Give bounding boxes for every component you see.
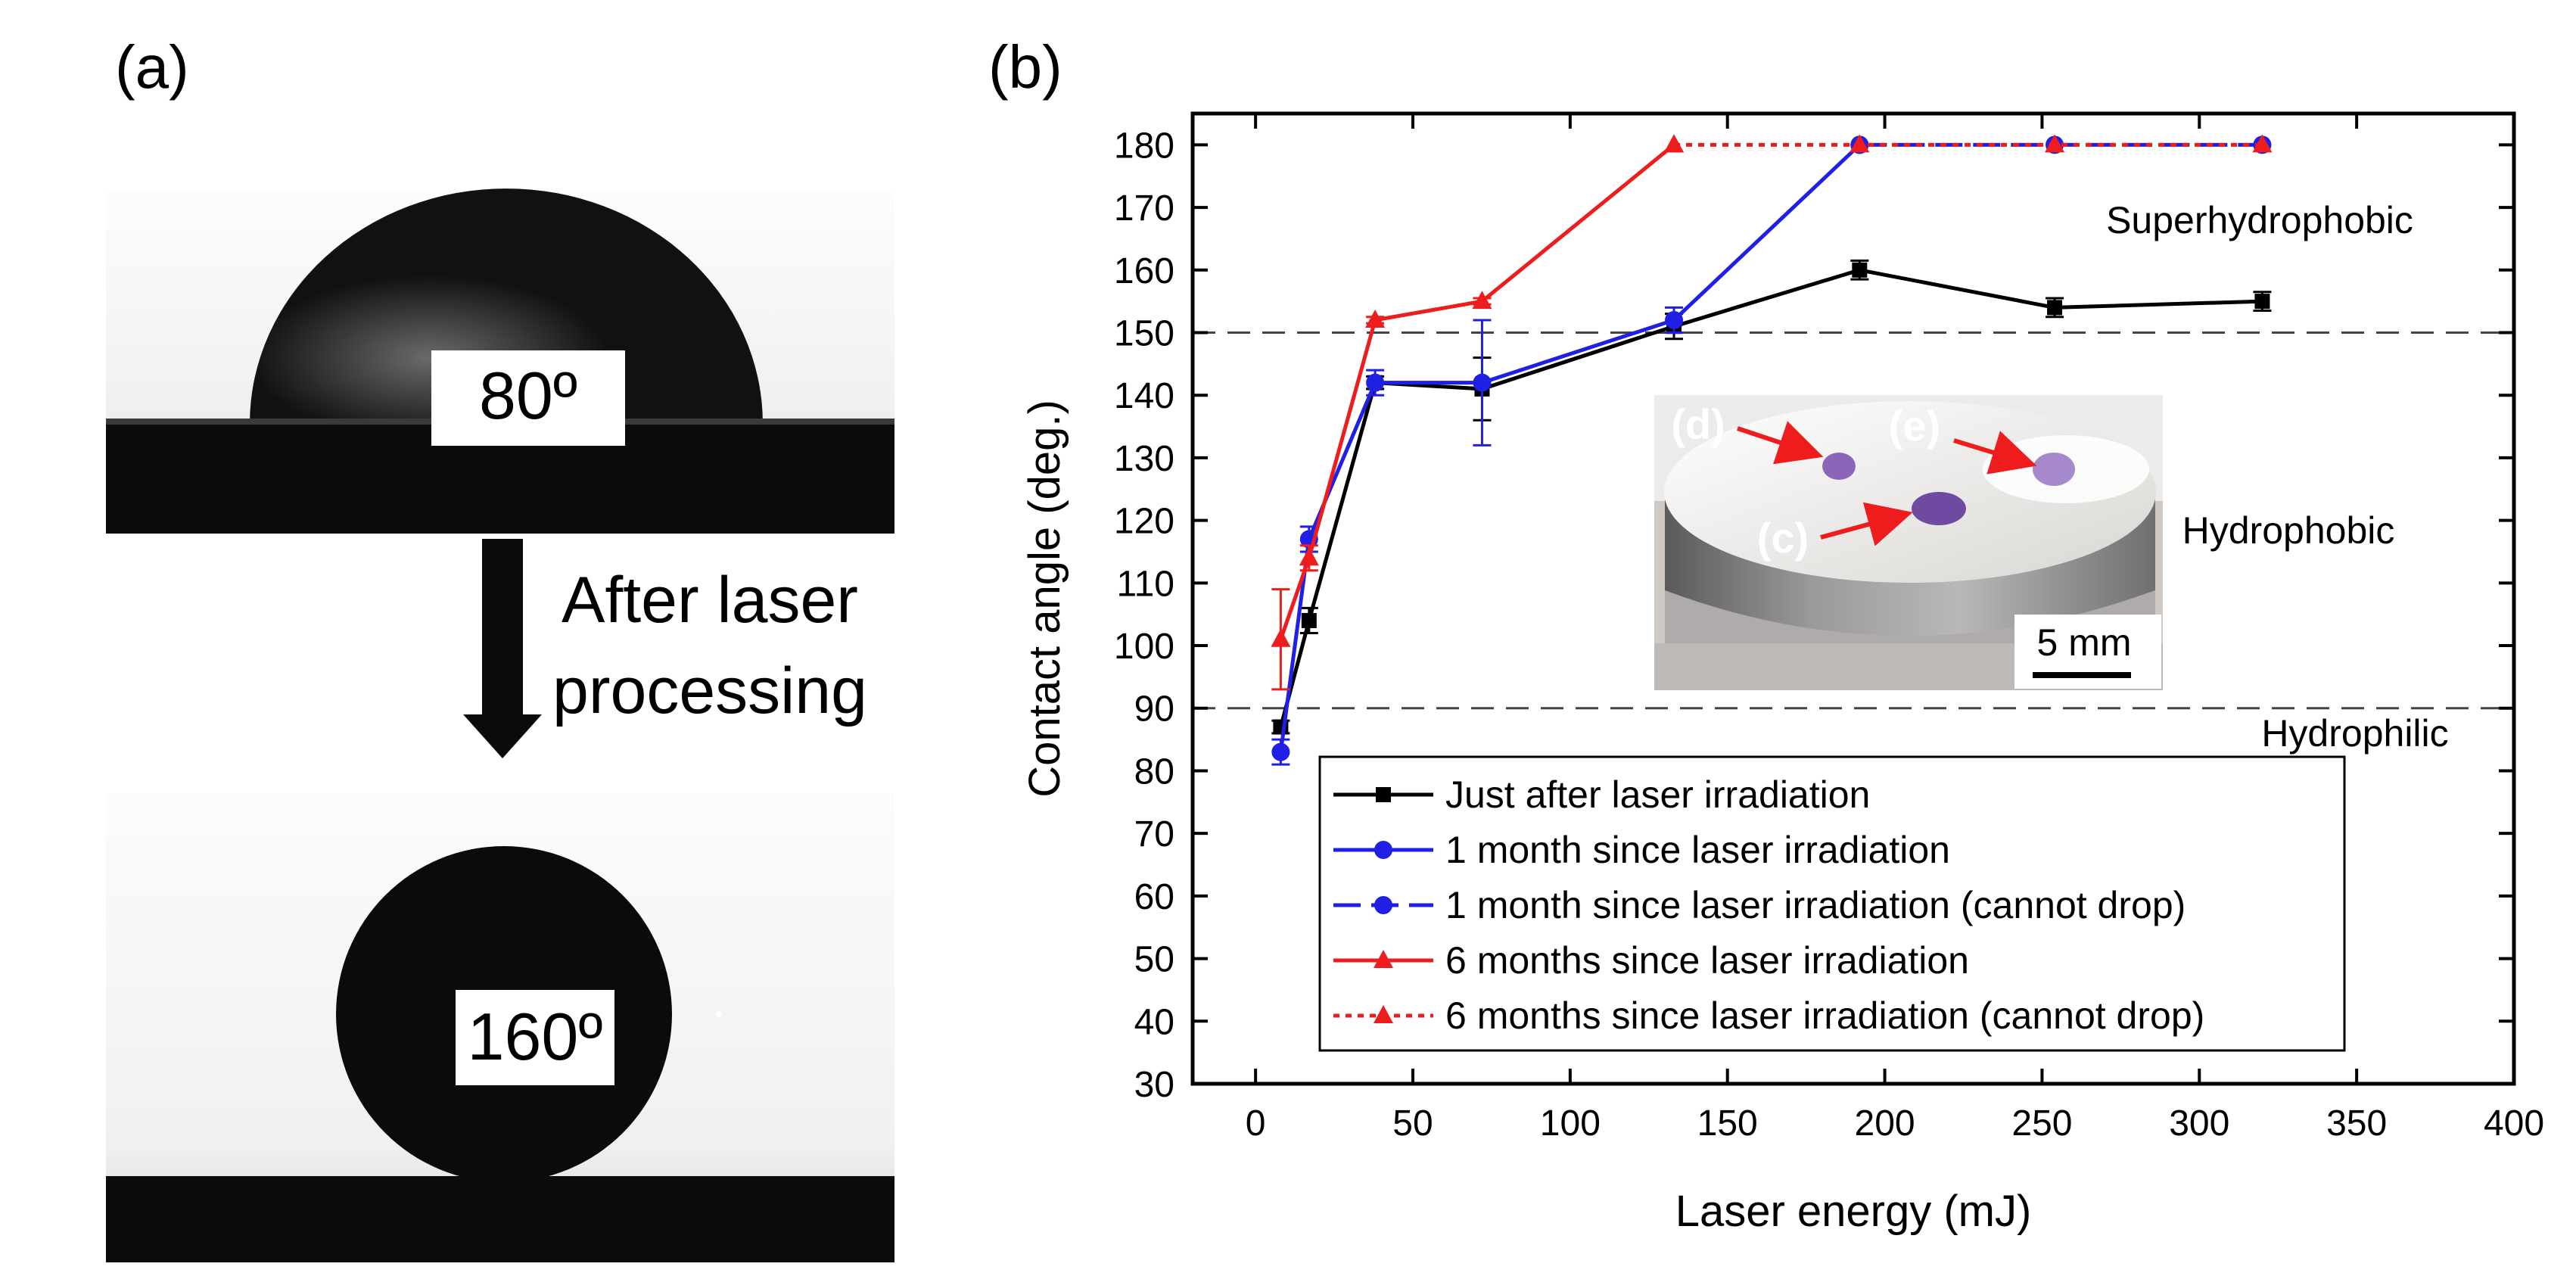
x-tick-label: 50 xyxy=(1392,1103,1433,1144)
y-tick-label: 70 xyxy=(1134,814,1174,854)
y-tick-label: 160 xyxy=(1114,251,1174,291)
data-point xyxy=(2047,300,2063,316)
series-3 xyxy=(1271,134,1685,691)
inset-label-c: (c) xyxy=(1757,514,1809,562)
arrow-text-line1: After laser xyxy=(562,564,858,636)
before-angle-label: 80º xyxy=(479,358,577,433)
x-tick-label: 400 xyxy=(2484,1103,2544,1144)
inset-photo: (d) (e) (c) 5 mm xyxy=(1654,395,2163,690)
plot-frame xyxy=(1190,111,2516,1086)
legend-label: 6 months since laser irradiation (cannot… xyxy=(1445,994,2204,1037)
legend-marker xyxy=(1374,950,1393,968)
y-tick-label: 80 xyxy=(1134,752,1174,792)
x-tick-label: 0 xyxy=(1246,1103,1266,1144)
y-tick-label: 180 xyxy=(1114,126,1174,166)
droplet-e xyxy=(2033,453,2075,486)
y-tick-label: 50 xyxy=(1134,940,1174,980)
x-tick-label: 150 xyxy=(1697,1103,1758,1144)
region-superhydrophobic: Superhydrophobic xyxy=(2106,199,2413,241)
contact-angle-chart: (d) (e) (c) 5 mm Superhydrophobic Hydrop… xyxy=(1020,111,2544,1236)
series-4 xyxy=(1664,134,2273,153)
data-point xyxy=(2045,134,2065,153)
y-tick-label: 140 xyxy=(1114,376,1174,416)
y-tick-label: 170 xyxy=(1114,188,1174,229)
arrow-d-icon xyxy=(1737,421,1824,465)
y-tick-label: 30 xyxy=(1134,1065,1174,1105)
series-layer xyxy=(1271,134,2273,766)
data-point xyxy=(1301,612,1317,628)
legend-box xyxy=(1318,755,2346,1052)
substrate xyxy=(106,1176,894,1262)
data-point xyxy=(1271,628,1291,647)
panel-a-label: (a) xyxy=(115,33,189,101)
inset-label-e: (e) xyxy=(1889,402,1940,450)
y-tick-label: 120 xyxy=(1114,502,1174,542)
data-point xyxy=(1299,547,1319,566)
legend-label: 1 month since laser irradiation xyxy=(1445,829,1950,871)
angle-label-box xyxy=(431,350,625,446)
arrow-text-line2: processing xyxy=(552,655,867,727)
data-point xyxy=(2254,294,2270,310)
y-tick-label: 100 xyxy=(1114,627,1174,667)
legend: Just after laser irradiation 1 month sinc… xyxy=(1318,755,2346,1052)
after-angle-label: 160º xyxy=(468,999,603,1074)
legend-marker xyxy=(1374,1005,1393,1023)
x-tick-label: 100 xyxy=(1540,1103,1601,1144)
x-tick-label: 250 xyxy=(2011,1103,2072,1144)
legend-marker xyxy=(1374,841,1392,859)
data-point xyxy=(1664,134,1685,153)
scale-bar xyxy=(2033,672,2131,678)
y-tick-label: 40 xyxy=(1134,1002,1174,1042)
reference-lines xyxy=(1193,331,2514,710)
droplet-c xyxy=(1912,492,1966,525)
legend-label: Just after laser irradiation xyxy=(1445,773,1870,816)
series-line-0 xyxy=(1278,268,2263,728)
data-point xyxy=(2252,134,2273,153)
data-point xyxy=(1366,373,1385,392)
region-hydrophilic: Hydrophilic xyxy=(2261,712,2448,755)
down-arrow-icon xyxy=(463,714,542,758)
after-droplet-photo: 160º xyxy=(106,793,894,1262)
scale-bar-label: 5 mm xyxy=(2037,621,2132,664)
data-point xyxy=(1472,291,1492,310)
arrow-c-icon xyxy=(1820,502,1913,546)
axes: 30 40 50 60 70 80 90 100 110 120 130 140 150 160 170 18… xyxy=(1020,111,2544,1236)
droplet-shape xyxy=(250,188,763,425)
legend-marker xyxy=(1376,787,1391,802)
x-axis-label: Laser energy (mJ) xyxy=(1675,1187,2032,1236)
y-tick-label: 90 xyxy=(1134,689,1174,730)
y-tick-label: 150 xyxy=(1114,313,1174,353)
data-point xyxy=(1473,373,1492,392)
process-arrow: After laser processing xyxy=(463,539,867,758)
data-point xyxy=(1852,262,1868,278)
panel-b-label: (b) xyxy=(988,33,1062,101)
data-point xyxy=(1271,742,1290,761)
y-tick-label: 60 xyxy=(1134,877,1174,917)
legend-label: 1 month since laser irradiation (cannot … xyxy=(1445,884,2186,926)
data-point xyxy=(1365,309,1386,328)
region-hydrophobic: Hydrophobic xyxy=(2182,509,2395,552)
inset-label-d: (d) xyxy=(1671,400,1725,448)
droplet-d xyxy=(1822,453,1856,480)
y-axis-label: Contact angle (deg.) xyxy=(1020,400,1069,798)
arrow-e-icon xyxy=(1953,431,2037,475)
legend-label: 6 months since laser irradiation xyxy=(1445,939,1969,982)
x-tick-label: 350 xyxy=(2326,1103,2387,1144)
legend-marker xyxy=(1374,896,1392,914)
data-point xyxy=(1665,310,1684,329)
data-point xyxy=(1850,134,1870,153)
x-tick-label: 200 xyxy=(1855,1103,1915,1144)
y-tick-label: 110 xyxy=(1116,564,1174,604)
before-droplet-photo: 80º xyxy=(106,188,894,534)
x-tick-label: 300 xyxy=(2169,1103,2229,1144)
y-tick-label: 130 xyxy=(1114,439,1174,479)
angle-label-box xyxy=(456,990,614,1085)
